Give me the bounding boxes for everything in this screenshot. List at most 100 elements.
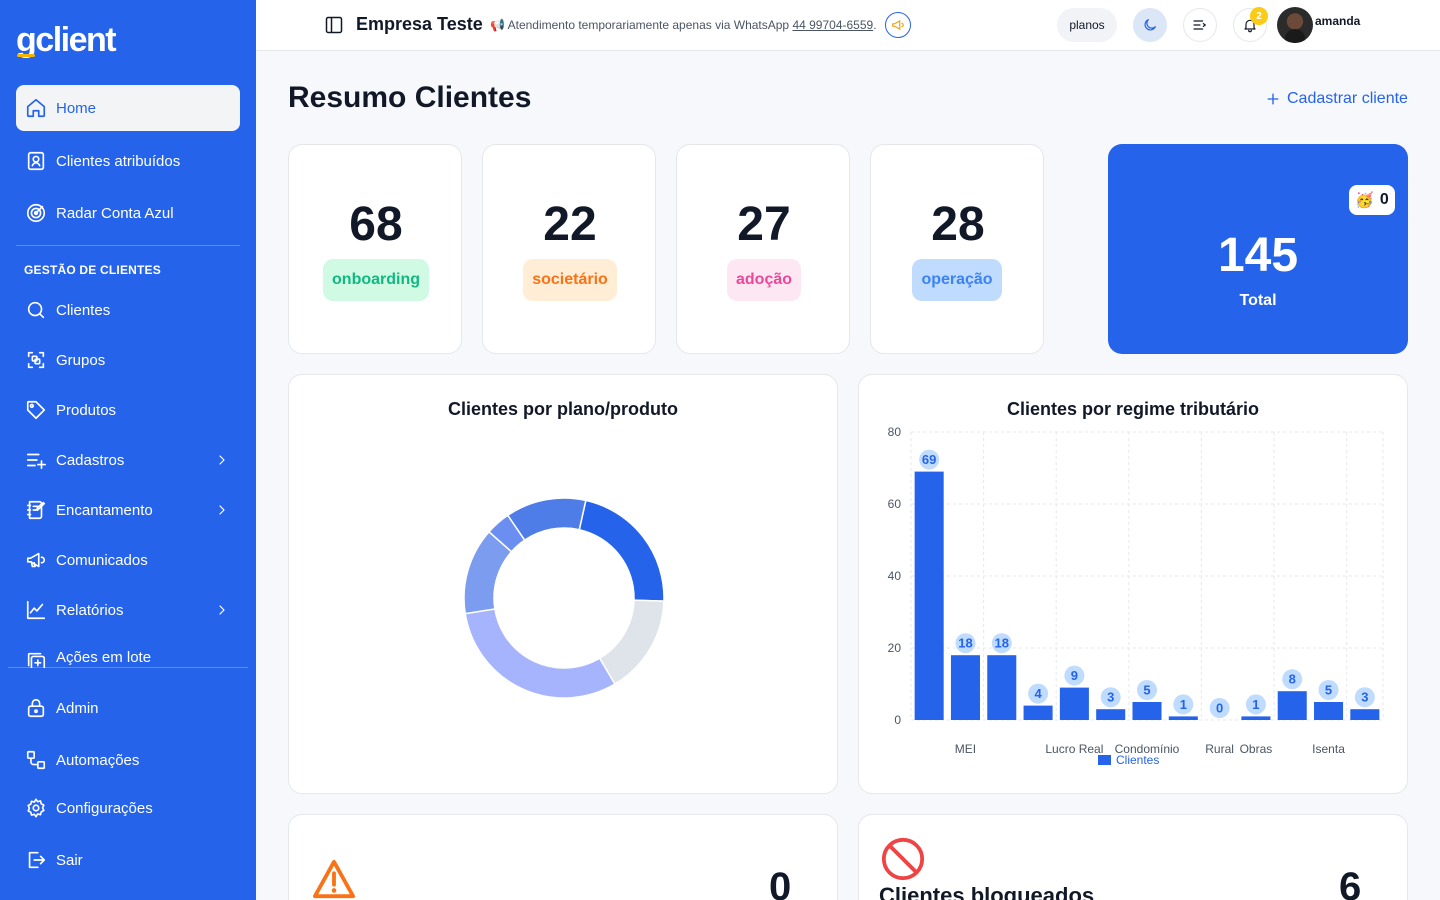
data-label: 18 — [995, 636, 1009, 651]
data-label-bubble — [1137, 680, 1157, 700]
data-label: 3 — [1107, 690, 1114, 705]
add-client-button[interactable]: Cadastrar cliente — [1265, 90, 1408, 108]
sidebar-item-relatorios[interactable]: Relatórios — [16, 587, 240, 633]
avatar[interactable] — [1277, 7, 1313, 43]
sidebar-item-automacoes[interactable]: Automações — [16, 737, 240, 783]
stat-card-societario[interactable]: 22 societário — [482, 144, 656, 354]
notebook-icon — [24, 498, 48, 522]
search-icon — [24, 298, 48, 322]
sidebar-item-cadastros[interactable]: Cadastros — [16, 437, 240, 483]
data-label-bubble — [1282, 669, 1303, 690]
status-badge: operação — [912, 259, 1002, 301]
data-label: 3 — [1361, 690, 1368, 705]
data-label-bubble — [1245, 694, 1266, 715]
bar[interactable] — [987, 655, 1017, 720]
theme-toggle-button[interactable] — [1133, 8, 1167, 42]
whatsapp-phone-link[interactable]: 44 99704-6559 — [792, 18, 874, 32]
sidebar-item-label: Grupos — [56, 351, 106, 369]
megaphone-icon — [892, 19, 904, 31]
donut-slice[interactable] — [464, 608, 616, 699]
donut-slice[interactable] — [506, 497, 587, 542]
moon-icon — [1144, 19, 1156, 31]
donut-chart[interactable] — [289, 375, 839, 795]
data-label-bubble — [1318, 680, 1339, 700]
sidebar-item-clientes-atribuidos[interactable]: Clientes atribuídos — [16, 138, 240, 184]
announcement-text: 📢 Atendimento temporariamente apenas via… — [490, 18, 877, 32]
y-tick-label: 80 — [888, 425, 902, 439]
y-tick-label: 20 — [888, 641, 902, 655]
bar[interactable] — [1096, 709, 1126, 720]
sidebar-item-clientes[interactable]: Clientes — [16, 287, 240, 333]
status-badge: adoção — [727, 259, 801, 301]
sidebar-item-label: Admin — [56, 699, 99, 717]
announcements-button[interactable] — [885, 12, 911, 38]
announcement-prefix: 📢 Atendimento temporariamente apenas via… — [490, 18, 793, 32]
data-label-bubble — [919, 449, 940, 470]
bar[interactable] — [1350, 709, 1380, 720]
sidebar-item-admin[interactable]: Admin — [16, 685, 240, 731]
sidebar-item-produtos[interactable]: Produtos — [16, 387, 240, 433]
sidebar-item-label: Configurações — [56, 799, 153, 817]
sidebar-item-label: Relatórios — [56, 601, 124, 619]
chevron-right-icon — [214, 452, 230, 468]
plans-button[interactable]: planos — [1057, 8, 1117, 42]
sidebar-toggle-icon[interactable] — [324, 15, 344, 35]
party-emoji-icon: 🥳 — [1355, 192, 1374, 209]
bar[interactable] — [1241, 716, 1271, 720]
sidebar-item-comunicados[interactable]: Comunicados — [16, 537, 240, 583]
sidebar-item-acoes-em-lote[interactable]: Ações em lote — [16, 640, 240, 668]
data-label-bubble — [1209, 698, 1230, 718]
sidebar-item-label: Comunicados — [56, 551, 148, 569]
sidebar-item-configuracoes[interactable]: Configurações — [16, 785, 240, 831]
donut-slice[interactable] — [578, 499, 665, 602]
blocked-clients-panel[interactable]: Clientes bloqueados 6 — [858, 814, 1408, 900]
stat-card-onboarding[interactable]: 68 onboarding — [288, 144, 462, 354]
page-title: Resumo Clientes — [288, 81, 532, 114]
sidebar-item-grupos[interactable]: Grupos — [16, 337, 240, 383]
legend-swatch — [1098, 755, 1111, 765]
notification-count-badge: 2 — [1250, 7, 1268, 25]
chart-panel-regime-tributario: Clientes por regime tributário 0 20 40 60 80… — [858, 374, 1408, 794]
sidebar-item-home[interactable]: Home — [16, 85, 240, 131]
company-name[interactable]: Empresa Teste — [356, 14, 483, 34]
bar[interactable] — [1023, 705, 1053, 720]
data-label: 5 — [1325, 683, 1332, 698]
username[interactable]: amanda — [1315, 14, 1361, 28]
x-tick-label: Obras — [1240, 742, 1273, 756]
legend-label[interactable]: Clientes — [1116, 753, 1159, 767]
bar[interactable] — [950, 655, 980, 720]
sidebar: gclient Home Clientes atribuídos Radar C… — [0, 0, 256, 900]
warning-panel[interactable]: 0 — [288, 814, 838, 900]
data-label-bubble — [955, 633, 976, 654]
warning-icon — [312, 859, 355, 899]
stat-card-adocao[interactable]: 27 adoção — [676, 144, 850, 354]
workflow-icon — [24, 748, 48, 772]
bar[interactable] — [914, 471, 944, 720]
bar[interactable] — [1132, 702, 1162, 720]
sidebar-item-label: Clientes atribuídos — [56, 152, 181, 170]
data-label: 69 — [922, 452, 936, 467]
warning-count: 0 — [769, 865, 792, 900]
bar[interactable] — [1314, 702, 1344, 720]
bar[interactable] — [1277, 691, 1307, 720]
x-tick-label: Condomínio — [1115, 742, 1180, 756]
data-label-bubble — [1064, 665, 1085, 686]
chevron-right-icon — [214, 602, 230, 618]
tasks-button[interactable] — [1183, 8, 1217, 42]
donut-slice[interactable] — [598, 599, 665, 686]
bar[interactable] — [1168, 716, 1198, 720]
data-label: 18 — [958, 636, 972, 651]
data-label: 4 — [1034, 686, 1042, 701]
bar[interactable] — [1059, 687, 1089, 720]
sidebar-item-encantamento[interactable]: Encantamento — [16, 487, 240, 533]
total-card[interactable]: 🥳 0 145 Total — [1108, 144, 1408, 354]
x-tick-label: Lucro Real — [1045, 742, 1103, 756]
plus-icon — [1265, 91, 1281, 107]
sidebar-item-radar-conta-azul[interactable]: Radar Conta Azul — [16, 190, 240, 236]
birthday-badge[interactable]: 🥳 0 — [1349, 185, 1395, 215]
sidebar-item-sair[interactable]: Sair — [16, 837, 240, 883]
brand-logo[interactable]: gclient — [16, 20, 117, 60]
sidebar-item-label: Encantamento — [56, 501, 153, 519]
stat-card-operacao[interactable]: 28 operação — [870, 144, 1044, 354]
